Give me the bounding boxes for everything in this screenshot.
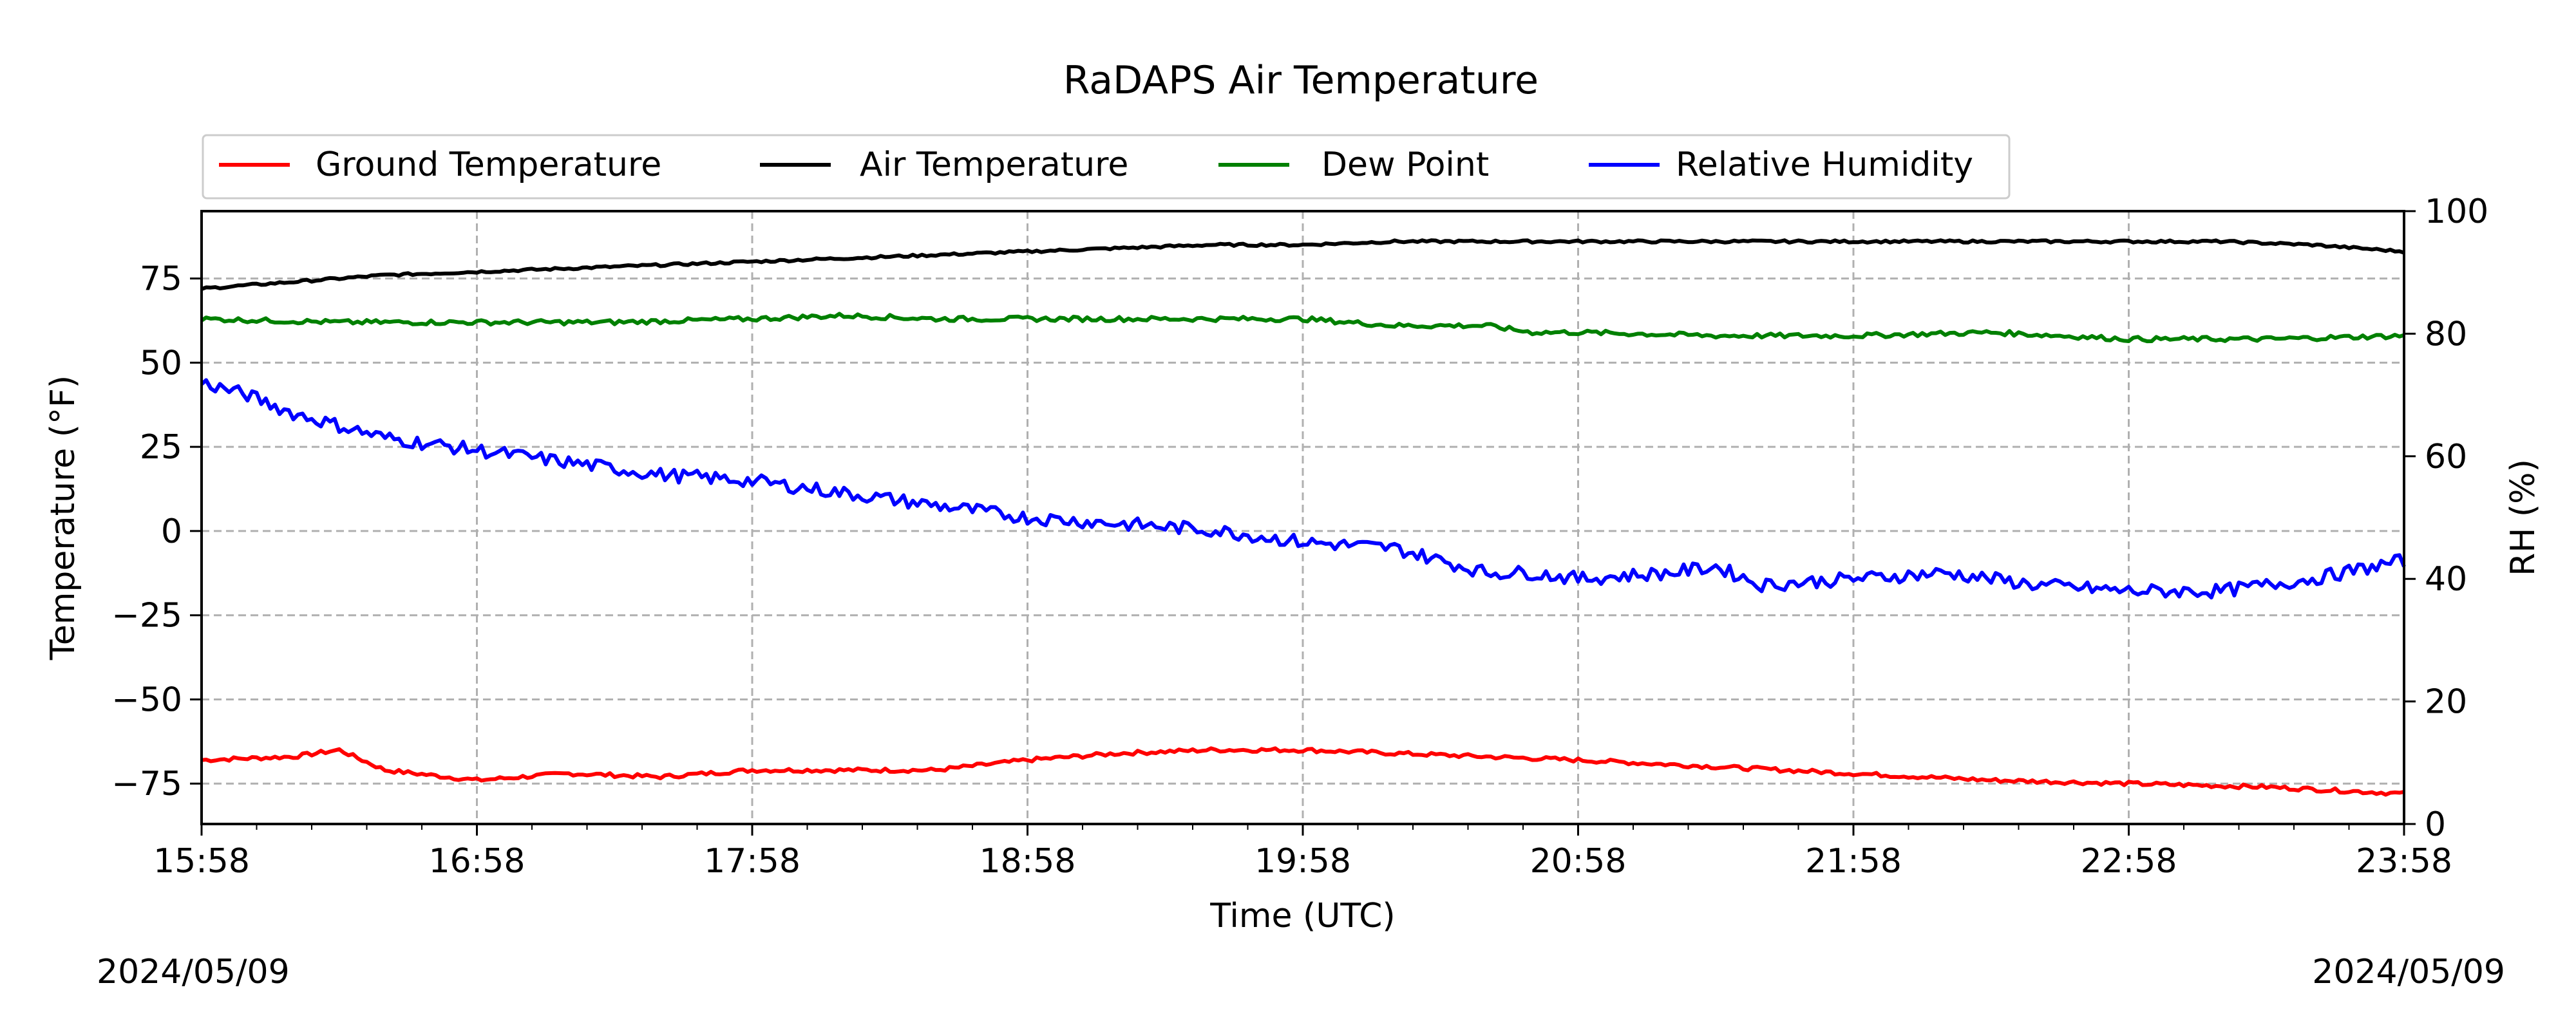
y2-tick-label: 40 [2425, 560, 2467, 599]
y-tick-label: −25 [111, 597, 182, 635]
series-line-air-temperature [200, 238, 2405, 291]
x-tick-label: 22:58 [2081, 842, 2177, 881]
chart-title: RaDAPS Air Temperature [1063, 58, 1539, 103]
y2-tick-label: 100 [2425, 192, 2488, 231]
end-date: 2024/05/09 [2312, 953, 2505, 991]
x-tick-label: 15:58 [153, 842, 250, 881]
series-line-dew-point [200, 312, 2405, 344]
y2-axis-label: RH (%) [2504, 459, 2543, 576]
x-tick-label: 20:58 [1530, 842, 1627, 881]
x-tick-label: 23:58 [2356, 842, 2452, 881]
x-tick-label: 17:58 [704, 842, 800, 881]
legend-label-rh: Relative Humidity [1676, 145, 1973, 184]
legend: Ground Temperature Air Temperature Dew P… [202, 134, 2011, 200]
y-tick-label: −50 [111, 680, 182, 719]
y2-tick-label: 80 [2425, 315, 2467, 353]
x-tick-label: 19:58 [1255, 842, 1351, 881]
y-tick-label: 75 [140, 260, 182, 299]
y-tick-label: −75 [111, 765, 182, 803]
axes: 15:58 16:58 17:58 18:58 19:58 20:58 21:58 22:58… [111, 192, 2488, 881]
y-tick-label: 0 [161, 512, 182, 551]
x-tick-label: 21:58 [1805, 842, 1902, 881]
x-tick-label: 18:58 [980, 842, 1076, 881]
series-line-ground-temperature [201, 746, 2405, 797]
x-tick-label: 16:58 [429, 842, 526, 881]
series-line-relative-humidity [200, 378, 2406, 600]
y2-tick-label: 20 [2425, 683, 2467, 722]
legend-label-ground: Ground Temperature [316, 145, 661, 184]
legend-box [202, 134, 2011, 200]
legend-label-air: Air Temperature [860, 145, 1128, 184]
data-series [200, 238, 2406, 797]
y2-tick-label: 0 [2425, 805, 2446, 844]
legend-label-dewpoint: Dew Point [1321, 145, 1489, 184]
grid-lines [202, 211, 2404, 824]
y-axis-label: Temperature (°F) [44, 375, 82, 660]
y2-tick-label: 60 [2425, 438, 2467, 476]
y-tick-label: 50 [140, 344, 182, 382]
x-axis-label: Time (UTC) [1209, 897, 1395, 935]
y-tick-label: 25 [140, 428, 182, 467]
start-date: 2024/05/09 [97, 953, 290, 991]
